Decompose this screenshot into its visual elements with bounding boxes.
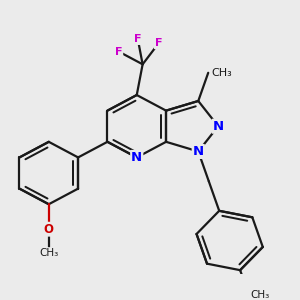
Text: O: O: [44, 223, 54, 236]
Text: N: N: [193, 145, 204, 158]
Text: F: F: [115, 46, 122, 56]
Text: N: N: [131, 151, 142, 164]
Text: CH₃: CH₃: [250, 290, 270, 300]
Text: CH₃: CH₃: [39, 248, 58, 258]
Text: CH₃: CH₃: [211, 68, 232, 78]
Text: N: N: [213, 120, 224, 133]
Text: F: F: [155, 38, 162, 48]
Text: F: F: [134, 34, 142, 44]
